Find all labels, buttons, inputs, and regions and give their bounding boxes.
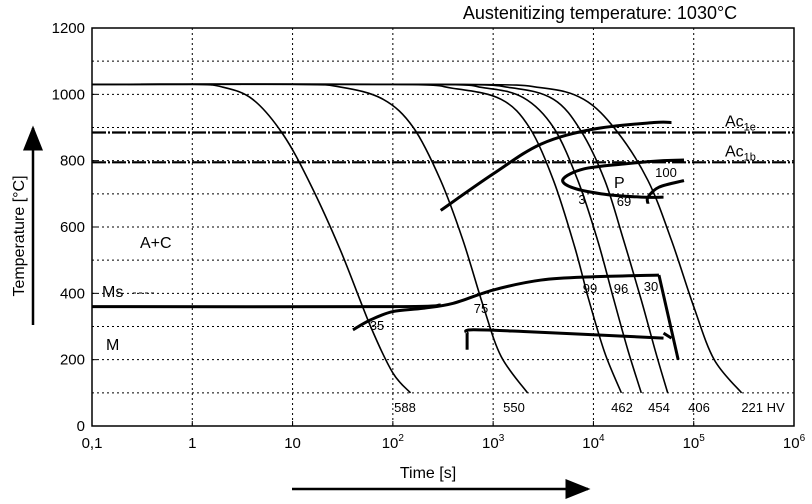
region-label-m: M xyxy=(106,337,119,354)
hardness-label: 462 xyxy=(611,400,633,415)
transformation-line xyxy=(352,273,659,332)
x-tick-label: 10 xyxy=(284,435,301,452)
hardness-label: 588 xyxy=(394,400,416,415)
reference-line-label: Ac1e xyxy=(725,113,756,133)
y-tick-label: 600 xyxy=(60,219,85,236)
y-tick-label: 800 xyxy=(60,153,85,170)
hardness-label: 454 xyxy=(648,400,670,415)
annotations: A+C P M Ms 35 75 3 69 99 96 30 100 xyxy=(102,165,677,354)
reference-line-label: Ac1b xyxy=(725,143,756,163)
x-tick-label: 104 xyxy=(582,433,605,452)
transformation-line xyxy=(645,179,685,205)
y-axis-label: Temperature [°C] xyxy=(11,175,28,296)
region-label-ac: A+C xyxy=(140,235,172,252)
y-tick-label: 1200 xyxy=(52,20,85,37)
x-tick-label: 106 xyxy=(783,433,806,452)
transformation-lines xyxy=(91,120,685,360)
hardness-label: 221 HV xyxy=(741,400,785,415)
transformation-line xyxy=(464,328,664,340)
hardness-label: 406 xyxy=(688,400,710,415)
transformation-line xyxy=(662,331,673,340)
percent-label: 69 xyxy=(617,194,631,209)
y-tick-label: 1000 xyxy=(52,86,85,103)
transformation-line xyxy=(561,158,685,199)
x-axis-label: Time [s] xyxy=(400,465,456,482)
percent-label: 35 xyxy=(370,318,384,333)
reference-lines: Ac1e Ac1b xyxy=(92,113,794,164)
y-tick-label: 400 xyxy=(60,285,85,302)
percent-label: 96 xyxy=(614,281,628,296)
percent-label: 75 xyxy=(474,301,488,316)
x-tick-label: 105 xyxy=(683,433,706,452)
x-tick-label: 102 xyxy=(382,433,405,452)
cooling-curve xyxy=(91,83,643,394)
ms-line xyxy=(91,303,441,309)
y-tick-label: 0 xyxy=(77,418,85,435)
chart-title: Austenitizing temperature: 1030°C xyxy=(463,3,737,23)
y-tick-labels: 0 200 400 600 800 1000 1200 xyxy=(52,20,97,435)
x-tick-label: 0,1 xyxy=(82,435,103,452)
x-tick-label: 103 xyxy=(482,433,505,452)
region-label-p: P xyxy=(614,175,625,192)
cooling-curve xyxy=(91,83,743,394)
transformation-line xyxy=(439,120,672,212)
x-tick-label: 1 xyxy=(188,435,196,452)
hardness-label: 550 xyxy=(503,400,525,415)
y-tick-label: 200 xyxy=(60,352,85,369)
percent-label: 30 xyxy=(644,279,658,294)
transformation-line xyxy=(657,274,680,360)
grid xyxy=(92,28,794,426)
cooling-curves: 588 550 462 454 406 221 HV xyxy=(91,83,785,415)
ms-label: Ms xyxy=(102,284,123,301)
percent-label: 3 xyxy=(578,192,585,207)
percent-label: 99 xyxy=(583,281,597,296)
percent-label: 100 xyxy=(655,165,677,180)
